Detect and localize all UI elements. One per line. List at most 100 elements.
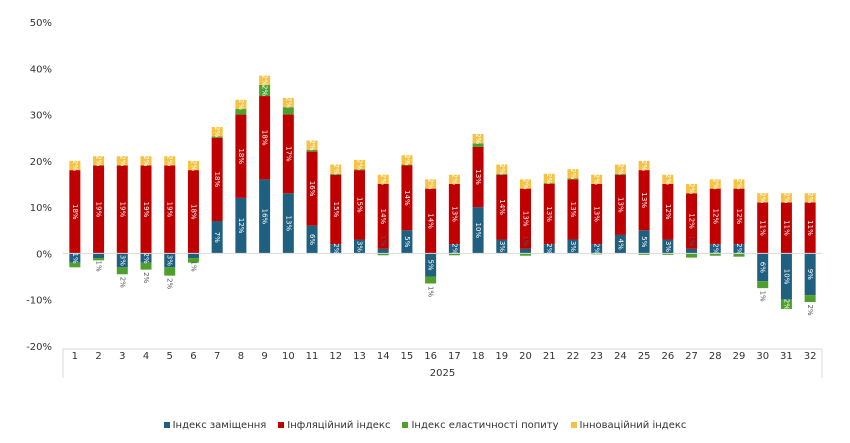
data-label: 1% (189, 261, 197, 272)
x-tick-label: 6 (190, 351, 196, 362)
bar-segment (662, 253, 674, 255)
data-label: 18% (71, 204, 79, 220)
bar-segment (69, 253, 81, 263)
bar-segment (662, 174, 674, 184)
bar-segment (733, 244, 745, 254)
bar-segment (282, 107, 294, 115)
bar-segment (401, 155, 413, 165)
data-label: 2% (427, 178, 435, 189)
data-label: 10% (782, 269, 790, 285)
bar-segment (686, 184, 698, 194)
bar-segment (496, 164, 508, 174)
bar-segment (401, 165, 413, 231)
bar-segment (425, 188, 437, 254)
data-label: 2% (782, 192, 790, 203)
data-label: 12% (664, 204, 672, 220)
x-tick-label: 12 (329, 351, 342, 362)
data-label: 19% (166, 202, 174, 218)
data-label: 2% (403, 154, 411, 165)
data-label: 13% (450, 206, 458, 222)
data-label: 2% (711, 243, 719, 254)
bar-segment (567, 179, 579, 240)
bar-segment (401, 164, 413, 166)
bar-segment (282, 193, 294, 254)
bar-segment (709, 253, 721, 256)
bar-segment (520, 188, 532, 249)
data-label: 10% (474, 223, 482, 239)
bar-segment (116, 267, 128, 275)
bar-segment (187, 253, 199, 259)
bar-segment (780, 202, 792, 254)
bar-segment (93, 258, 105, 261)
x-tick-label: 14 (377, 351, 390, 362)
data-label: 2% (545, 243, 553, 254)
y-tick-label: 0% (36, 249, 52, 260)
bar-segment (259, 75, 271, 85)
bar-segment (211, 221, 223, 254)
data-label: 2% (166, 155, 174, 166)
data-label: 2% (261, 85, 269, 96)
bar-segment (804, 202, 816, 254)
x-tick-label: 15 (401, 351, 414, 362)
x-tick-label: 5 (167, 351, 173, 362)
bar-segment (306, 149, 318, 152)
bar-segment (757, 281, 769, 289)
bar-segment (709, 179, 721, 189)
x-tick-label: 23 (590, 351, 603, 362)
data-label: 18% (237, 148, 245, 164)
bar-segment (235, 109, 247, 115)
legend-item[interactable]: Інфляційний індекс (278, 420, 390, 431)
data-label: 2% (593, 174, 601, 185)
x-tick-label: 16 (424, 351, 437, 362)
x-tick-label: 28 (709, 351, 722, 362)
legend-item[interactable]: Інноваційний індекс (570, 420, 686, 431)
bar-segment (235, 197, 247, 254)
data-label: 13% (284, 216, 292, 232)
legend-swatch (570, 422, 577, 428)
bar-segment (187, 170, 199, 254)
data-label: 2% (332, 243, 340, 254)
data-label: 3% (569, 241, 577, 252)
bar-segment (353, 169, 365, 171)
x-tick-label: 8 (238, 351, 244, 362)
data-label: 2% (664, 174, 672, 185)
bar-segment (638, 160, 650, 171)
legend-item[interactable]: Індекс заміщення (163, 420, 266, 431)
bar-segment (520, 253, 532, 256)
data-label: 9% (806, 269, 814, 280)
legend-item[interactable]: Індекс еластичності попиту (402, 420, 559, 431)
data-label: 11% (782, 220, 790, 236)
bar-segment (780, 299, 792, 309)
bar-segment (496, 239, 508, 254)
data-label: 2% (284, 97, 292, 108)
x-tick-label: 19 (495, 351, 508, 362)
data-label: 13% (522, 211, 530, 227)
x-tick-label: 24 (614, 351, 627, 362)
x-tick-label: 17 (448, 351, 461, 362)
data-label: 2% (118, 277, 126, 288)
bar-segment (164, 156, 176, 166)
bar-segment (330, 164, 342, 174)
bar-segment (686, 248, 698, 254)
data-label: 2% (213, 126, 221, 137)
data-label: 5% (403, 236, 411, 247)
y-tick-label: 30% (30, 111, 52, 122)
data-label: 14% (498, 199, 506, 215)
data-label: 2% (118, 155, 126, 166)
bar-segment (686, 193, 698, 249)
data-label: 2% (735, 243, 743, 254)
bar-segment (116, 156, 128, 166)
bar-segment (448, 253, 460, 256)
y-tick-label: -10% (26, 296, 52, 307)
data-label: 2% (759, 192, 767, 203)
bar-segment (567, 178, 579, 180)
data-label: 2% (474, 133, 482, 144)
x-tick-label: 30 (756, 351, 769, 362)
x-tick-label: 22 (567, 351, 580, 362)
bar-segment (543, 173, 555, 184)
data-label: 1% (759, 291, 767, 302)
bar-segment (235, 99, 247, 110)
bar-segment (140, 156, 152, 166)
bar-segment (662, 239, 674, 254)
